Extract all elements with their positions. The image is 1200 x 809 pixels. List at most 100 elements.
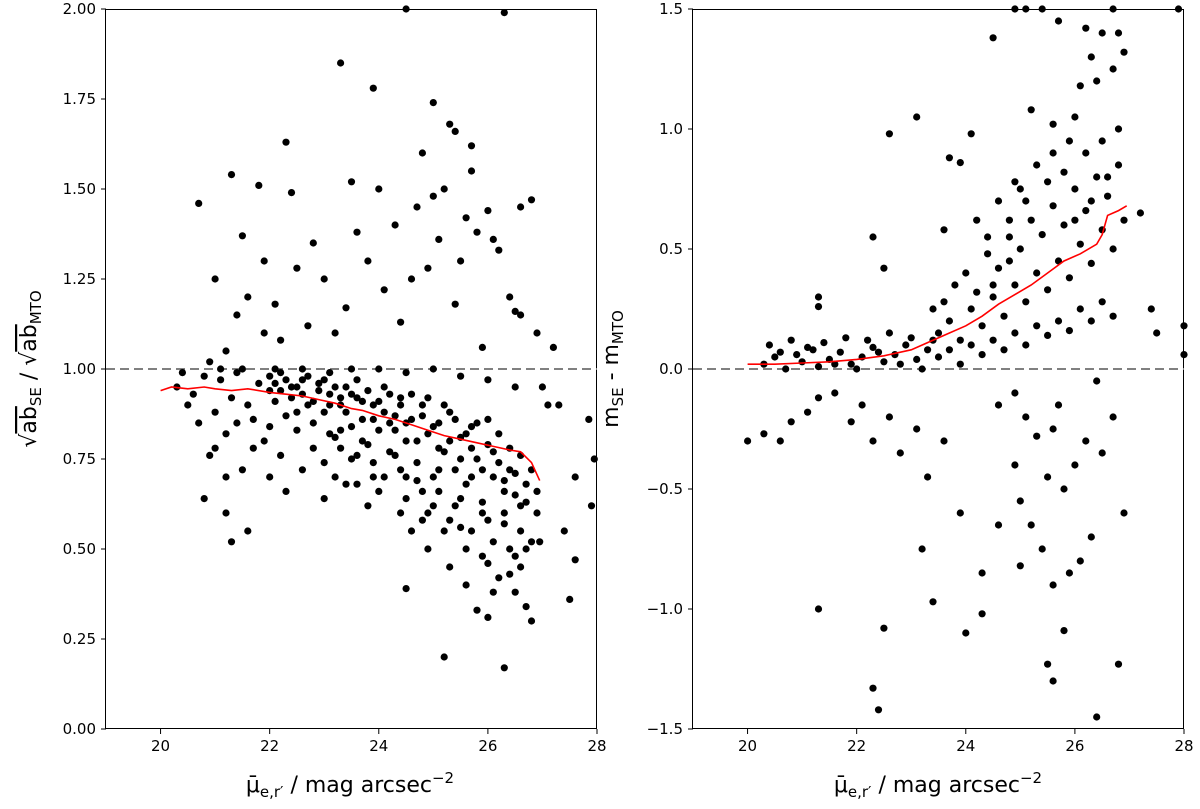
left-data-point [429, 365, 437, 373]
right-data-point [847, 418, 855, 426]
left-data-point [446, 516, 454, 524]
left-data-point [347, 178, 356, 186]
right-data-point [994, 197, 1003, 205]
left-data-point [211, 408, 219, 416]
right-data-point [880, 358, 888, 366]
right-data-point [978, 569, 986, 577]
left-data-point [320, 495, 328, 503]
right-data-point [924, 473, 932, 481]
right-data-point [918, 365, 926, 373]
right-data-point [1120, 509, 1128, 517]
left-data-point [206, 451, 214, 459]
left-data-point [227, 538, 236, 546]
left-data-point [244, 527, 252, 535]
right-data-point [836, 348, 844, 356]
right-data-point [929, 305, 937, 313]
left-data-point [397, 394, 405, 402]
left-data-point [266, 372, 274, 380]
left-data-point [222, 473, 230, 481]
left-data-point [266, 423, 274, 431]
left-y-tick-label: 0.75 [63, 450, 96, 468]
left-data-point [522, 545, 530, 553]
right-data-point [1060, 221, 1068, 229]
right-data-point [1098, 298, 1106, 306]
left-data-point [517, 311, 525, 319]
right-data-point [1049, 202, 1057, 210]
left-data-point [413, 437, 421, 445]
right-data-point [1049, 425, 1057, 433]
right-data-point [984, 233, 992, 241]
right-data-point [1071, 461, 1079, 469]
left-data-point [457, 372, 465, 380]
right-data-point [858, 401, 866, 409]
left-data-point [467, 473, 476, 481]
left-data-point [560, 527, 568, 535]
right-data-point [793, 351, 801, 359]
left-data-point [304, 372, 312, 380]
left-data-point [478, 509, 486, 517]
right-data-point [896, 360, 904, 368]
right-data-point [1027, 106, 1035, 114]
right-x-tick-label: 22 [847, 737, 866, 755]
left-data-point [266, 473, 274, 481]
right-data-point [1011, 461, 1019, 469]
left-data-point [304, 322, 312, 330]
right-data-point [776, 348, 784, 356]
left-data-point [271, 379, 279, 387]
left-data-point [353, 376, 361, 384]
left-data-point [402, 585, 410, 593]
left-data-point [402, 369, 410, 377]
right-data-point [814, 394, 823, 402]
left-data-point [337, 444, 345, 452]
right-data-point [1049, 581, 1057, 589]
left-data-point [500, 487, 508, 495]
left-data-point [337, 394, 345, 402]
right-data-point [880, 624, 888, 632]
left-data-point [255, 379, 263, 387]
left-data-point [544, 401, 552, 409]
left-data-point [249, 444, 257, 452]
right-data-point [967, 130, 975, 138]
right-panel: 20 22 24 26 28 −1.5 −1.0 −0.5 0.0 0.5 1.0 1.5 μ̄e,… [599, 0, 1194, 801]
left-data-point [473, 606, 481, 614]
left-data-point [178, 369, 186, 377]
left-data-point [380, 408, 388, 416]
left-data-point [293, 264, 301, 272]
left-y-tick-label: 1.50 [63, 180, 96, 198]
right-data-point [956, 509, 964, 517]
right-data-point [1000, 312, 1008, 320]
right-data-point [951, 281, 959, 289]
left-data-point [429, 473, 437, 481]
left-data-point [320, 376, 328, 384]
right-data-point [869, 343, 877, 351]
right-data-point [1016, 497, 1024, 505]
left-data-point [211, 444, 219, 452]
left-data-point [293, 426, 301, 434]
left-data-point [533, 329, 541, 337]
right-data-point [869, 233, 877, 241]
left-data-point [375, 365, 383, 373]
right-data-point [1065, 327, 1073, 335]
left-data-point [446, 563, 454, 571]
right-data-point [1093, 713, 1101, 721]
left-y-tick-label: 0.25 [63, 630, 96, 648]
right-data-point [1049, 677, 1057, 685]
left-data-point [260, 437, 268, 445]
right-data-point [989, 281, 997, 289]
left-y-axis-label: √abSE / √abMTO [17, 290, 45, 447]
right-data-point [1000, 346, 1008, 354]
left-data-point [462, 581, 470, 589]
left-data-point [331, 433, 339, 441]
right-data-point [1038, 545, 1046, 553]
right-data-point [1033, 161, 1041, 169]
left-data-point [271, 397, 279, 405]
left-data-point [467, 142, 476, 150]
left-data-point [517, 527, 525, 535]
left-data-point [451, 466, 459, 474]
left-data-point [222, 430, 230, 438]
left-data-point [309, 239, 317, 247]
right-data-point [1005, 257, 1014, 265]
right-data-point [782, 365, 790, 373]
left-data-point [380, 473, 388, 481]
left-data-point [457, 455, 465, 463]
